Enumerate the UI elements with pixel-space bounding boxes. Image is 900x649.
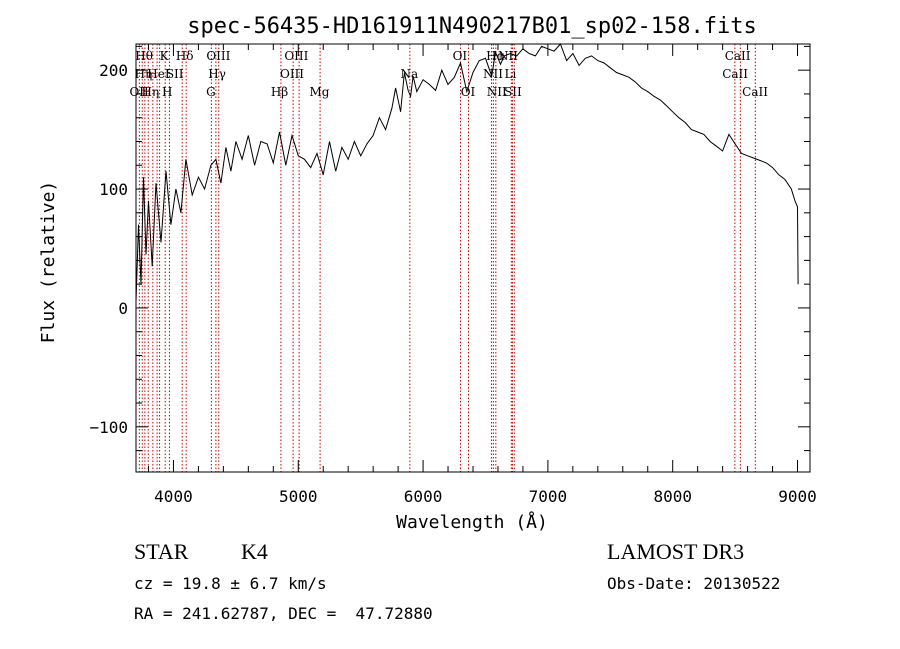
object-subclass: K4 [241,539,268,564]
line-label: OIII [284,49,308,63]
line-label: Hβ [271,85,288,99]
line-label: K [160,49,170,63]
line-label: Mg [309,85,329,99]
y-tick-label: −100 [89,418,128,437]
line-label: Hδ [176,49,194,63]
x-tick-label: 7000 [529,487,568,506]
x-tick-label: 6000 [404,487,443,506]
line-label: SII [504,85,522,99]
line-label: CaII [722,67,748,81]
line-label: OIII [280,67,304,81]
coordinates: RA = 241.62787, DEC = 47.72880 [134,604,433,623]
line-label: CaII [742,85,768,99]
line-label: HeI [147,67,170,81]
line-label: NII [483,67,503,81]
line-label: H [162,85,172,99]
spectrum-chart: spec-56435-HD161911N490217B01_sp02-158.f… [38,14,817,533]
line-label: Hα [486,49,505,63]
line-label: OIII [206,49,230,63]
x-tick-label: 8000 [653,487,692,506]
observation-date: Obs-Date: 20130522 [607,574,781,593]
x-tick-label: 5000 [279,487,318,506]
line-label: Hθ [135,49,153,63]
line-label: Li [505,67,517,81]
line-label: OI [461,85,476,99]
line-label: OI [453,49,468,63]
redshift-cz: cz = 19.8 ± 6.7 km/s [134,574,327,593]
y-axis-ticks: −100 0 100 200 [89,45,810,452]
chart-title: spec-56435-HD161911N490217B01_sp02-158.f… [187,14,757,39]
survey-name: LAMOST DR3 [607,539,745,564]
object-class: STAR [134,539,189,564]
x-tick-label: 9000 [778,487,817,506]
y-tick-label: 0 [118,299,128,318]
line-label: G [206,85,216,99]
plot-frame [135,43,811,473]
x-axis-ticks: 4000 5000 6000 7000 8000 9000 [147,44,817,506]
y-axis-label: Flux (relative) [38,181,59,344]
y-tick-label: 200 [99,61,128,80]
line-label: OII [129,85,149,99]
line-label: NII [498,49,518,63]
spectral-line-markers [138,44,756,472]
line-label: CaII [725,49,751,63]
line-label: SII [166,67,184,81]
x-tick-label: 4000 [154,487,193,506]
x-axis-label: Wavelength (Å) [396,511,548,533]
line-label: NII [487,85,507,99]
line-label: Na [401,67,419,81]
y-tick-label: 100 [99,180,128,199]
spectrum-line [135,43,799,303]
line-label: Hγ [208,67,226,81]
line-label: Hη [142,85,160,99]
